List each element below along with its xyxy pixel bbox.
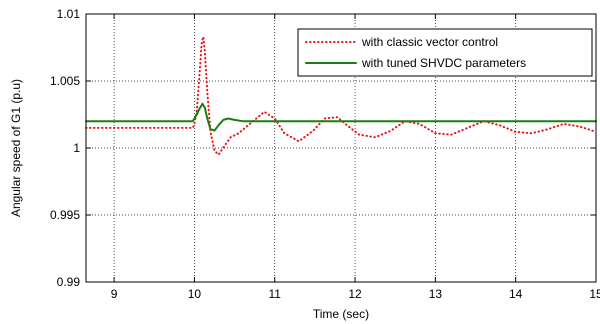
x-axis-label: Time (sec) bbox=[313, 307, 369, 321]
series-layer bbox=[85, 35, 597, 156]
x-tick-labels: 9 10 11 12 13 14 15 bbox=[111, 287, 600, 301]
x-tick-label: 15 bbox=[589, 287, 600, 301]
x-tick-label: 12 bbox=[348, 287, 362, 301]
y-tick-label: 0.99 bbox=[57, 275, 81, 289]
x-tick-label: 9 bbox=[111, 287, 118, 301]
y-axis-label: Angular speed of G1 (p.u) bbox=[9, 79, 23, 217]
axis-ticks bbox=[86, 13, 597, 283]
x-tick-label: 13 bbox=[429, 287, 443, 301]
legend-box bbox=[297, 28, 593, 77]
y-tick-label: 1.005 bbox=[50, 74, 80, 88]
legend: with classic vector control with tuned S… bbox=[297, 28, 593, 77]
x-tick-label: 11 bbox=[269, 287, 282, 301]
y-tick-label: 0.995 bbox=[50, 208, 80, 222]
y-tick-label: 1.01 bbox=[57, 7, 81, 21]
legend-label-classic: with classic vector control bbox=[361, 35, 498, 49]
x-tick-label: 10 bbox=[188, 287, 202, 301]
y-tick-label: 1 bbox=[73, 141, 80, 155]
series-line-tuned bbox=[85, 102, 597, 132]
x-tick-label: 14 bbox=[509, 287, 523, 301]
y-tick-labels: 0.99 0.995 1 1.005 1.01 bbox=[50, 7, 80, 289]
legend-label-tuned: with tuned SHVDC parameters bbox=[361, 56, 526, 70]
